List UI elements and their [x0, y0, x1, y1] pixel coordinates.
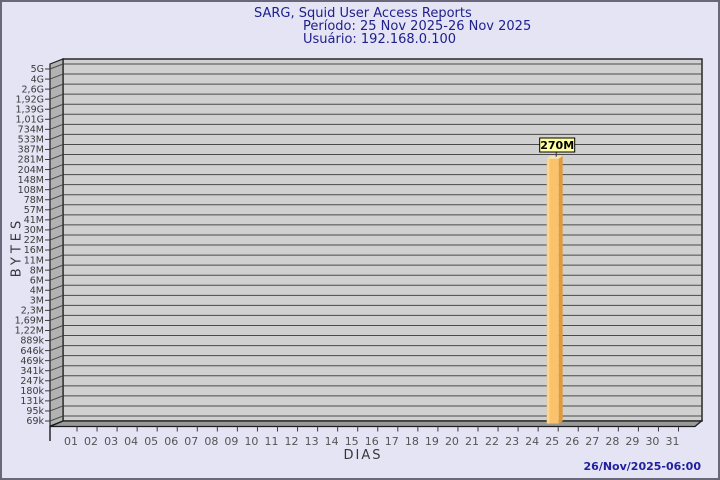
x-tick-label: 05: [144, 435, 158, 448]
y-tick-label: 1,01G: [15, 114, 44, 125]
x-tick-label: 27: [585, 435, 599, 448]
x-tick-label: 06: [164, 435, 178, 448]
y-tick-label: 1,69M: [15, 316, 44, 327]
x-tick-label: 02: [84, 435, 98, 448]
y-tick-label: 1,22M: [15, 326, 44, 337]
x-tick-label: 07: [184, 435, 198, 448]
y-tick-label: 204M: [18, 165, 44, 176]
x-tick-label: 31: [666, 435, 680, 448]
y-tick-label: 8M: [30, 265, 44, 276]
x-tick-label: 30: [645, 435, 659, 448]
x-tick-label: 03: [104, 435, 118, 448]
y-tick-label: 646k: [20, 346, 44, 357]
floor: [49, 420, 704, 428]
x-tick-label: 28: [605, 435, 619, 448]
y-tick-label: 469k: [20, 356, 44, 367]
bar-top-face: [546, 155, 563, 159]
y-tick-label: 734M: [18, 125, 44, 136]
x-tick-label: 10: [244, 435, 258, 448]
bar-highlight: [547, 158, 550, 424]
y-tick-label: 16M: [24, 245, 44, 256]
plot-area: [62, 58, 703, 422]
x-tick-label: 14: [325, 435, 339, 448]
generation-timestamp: 26/Nov/2025-06:00: [583, 460, 701, 473]
x-tick-label: 13: [305, 435, 319, 448]
report-period: Período: 25 Nov 2025-26 Nov 2025: [303, 19, 532, 34]
y-axis-labels: 5G4G2,6G1,92G1,39G1,01G734M533M387M281M2…: [15, 64, 45, 427]
y-tick-label: 533M: [18, 135, 44, 146]
left-wall: [49, 58, 64, 441]
bar-value-label: 270M: [540, 139, 574, 152]
y-tick-label: 341k: [20, 366, 44, 377]
y-axis-title: BYTES: [9, 216, 25, 278]
bar-side-face: [558, 155, 563, 424]
x-tick-label: 19: [425, 435, 439, 448]
y-tick-label: 1,39G: [15, 104, 44, 115]
y-tick-label: 180k: [20, 386, 44, 397]
y-tick-label: 69k: [26, 416, 44, 427]
x-tick-label: 22: [485, 435, 499, 448]
y-tick-label: 22M: [24, 235, 44, 246]
y-tick-label: 41M: [24, 215, 44, 226]
y-tick-label: 148M: [18, 175, 44, 186]
y-tick-label: 30M: [24, 225, 44, 236]
bar-series: 270M: [539, 137, 576, 424]
x-tick-label: 04: [124, 435, 138, 448]
x-tick-label: 16: [365, 435, 379, 448]
report-title: SARG, Squid User Access Reports: [254, 6, 472, 21]
y-tick-label: 78M: [24, 195, 44, 206]
x-axis-title: DIAS: [343, 448, 383, 463]
report-user: Usuário: 192.168.0.100: [303, 32, 457, 47]
y-tick-label: 247k: [20, 376, 44, 387]
x-tick-label: 01: [64, 435, 78, 448]
y-tick-label: 281M: [18, 155, 44, 166]
x-tick-label: 11: [265, 435, 279, 448]
y-tick-label: 108M: [18, 185, 44, 196]
y-tick-label: 95k: [26, 406, 44, 417]
x-tick-label: 26: [565, 435, 579, 448]
y-tick-label: 387M: [18, 145, 44, 156]
x-tick-label: 15: [345, 435, 359, 448]
y-tick-label: 4M: [30, 285, 44, 296]
y-tick-label: 2,3M: [21, 306, 44, 317]
y-tick-label: 3M: [30, 296, 44, 307]
gridlines: [63, 63, 702, 417]
x-tick-label: 21: [465, 435, 479, 448]
y-tick-label: 11M: [24, 255, 44, 266]
x-axis-labels: 01 02 03 04 05 06 07 08 09 10 11 12 13 14 15 16 17 18 19 20…: [64, 435, 680, 448]
x-tick-label: 12: [285, 435, 299, 448]
y-axis-ticks: [45, 68, 50, 422]
y-tick-label: 6M: [30, 275, 44, 286]
y-tick-label: 4G: [31, 74, 44, 85]
x-tick-label: 29: [625, 435, 639, 448]
x-tick-label: 25: [545, 435, 559, 448]
x-tick-label: 09: [224, 435, 238, 448]
x-tick-label: 08: [204, 435, 218, 448]
y-tick-label: 889k: [20, 336, 44, 347]
x-tick-label: 23: [505, 435, 519, 448]
y-tick-label: 1,92G: [15, 94, 44, 105]
x-tick-label: 17: [385, 435, 399, 448]
x-tick-label: 24: [525, 435, 539, 448]
x-axis-ticks: [76, 426, 679, 432]
x-tick-label: 18: [405, 435, 419, 448]
y-tick-label: 2,6G: [22, 84, 44, 95]
bar-front-face: [546, 158, 559, 424]
y-tick-label: 5G: [31, 64, 44, 75]
x-tick-label: 20: [445, 435, 459, 448]
value-box: [539, 137, 576, 153]
y-tick-label: 57M: [24, 205, 44, 216]
y-tick-label: 131k: [20, 396, 44, 407]
